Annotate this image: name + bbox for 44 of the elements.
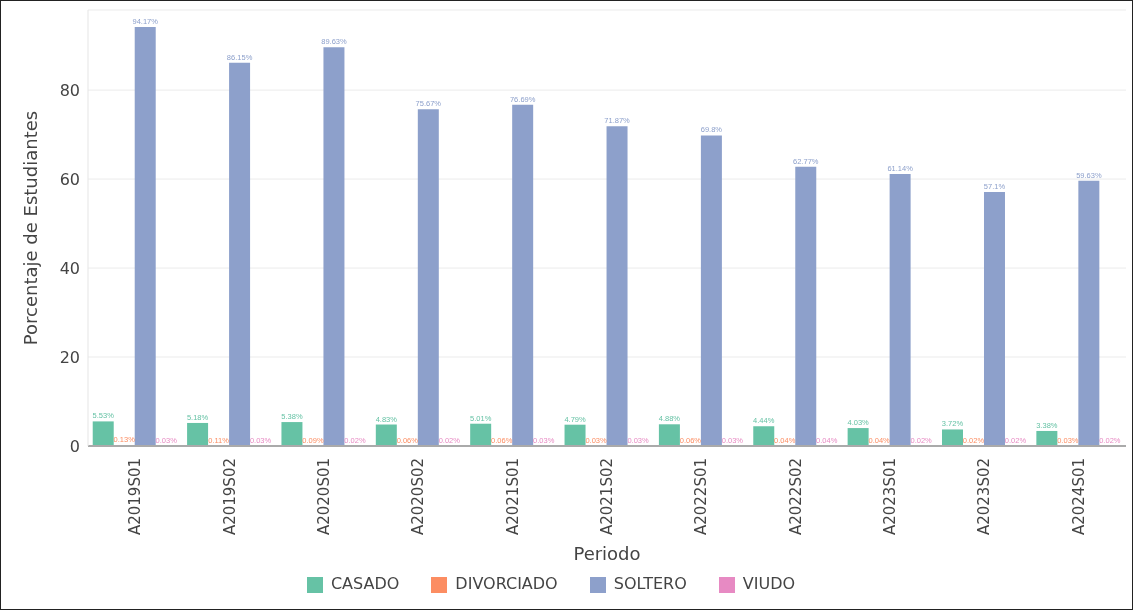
- bar: [606, 126, 628, 446]
- bar: [658, 424, 680, 446]
- legend-label: VIUDO: [742, 574, 796, 593]
- x-tick-label: A2019S01: [126, 458, 145, 536]
- bar: [795, 166, 817, 446]
- bar: [187, 422, 209, 446]
- y-tick-label: 20: [59, 347, 80, 367]
- x-axis-title: Periodo: [573, 543, 641, 564]
- bar: [753, 426, 775, 446]
- bar: [134, 27, 156, 446]
- bar: [889, 173, 911, 446]
- bar: [229, 62, 251, 446]
- x-tick-label: A2023S02: [975, 458, 994, 536]
- legend-label: CASADO: [330, 574, 400, 593]
- x-tick-label: A2023S01: [881, 458, 900, 536]
- x-tick-label: A2021S02: [598, 458, 616, 536]
- bar: [941, 429, 963, 446]
- bar: [1078, 180, 1100, 446]
- legend-label: DIVORCIADO: [455, 574, 558, 593]
- bar: [323, 47, 345, 446]
- bar: [847, 428, 869, 446]
- bar: [1036, 430, 1058, 446]
- bar: [92, 421, 114, 446]
- legend-label: SOLTERO: [613, 574, 687, 593]
- x-tick-label: A2019S02: [220, 458, 239, 536]
- x-tick-label: A2021S01: [503, 458, 522, 536]
- bar: [417, 109, 439, 446]
- bar: [564, 424, 586, 446]
- bar: [470, 423, 492, 446]
- y-tick-label: 40: [59, 258, 80, 278]
- y-tick-label: 80: [59, 80, 80, 100]
- bar: [700, 135, 722, 446]
- x-tick-label: A2022S01: [692, 458, 711, 536]
- bar: [983, 191, 1005, 446]
- y-tick-label: 60: [59, 169, 80, 189]
- bar: [281, 422, 303, 446]
- bar: [512, 104, 534, 446]
- x-tick-label: A2020S02: [409, 458, 428, 536]
- bar: [375, 424, 397, 446]
- x-tick-label: A2024S01: [1069, 458, 1088, 536]
- y-tick-label: 0: [69, 436, 80, 456]
- x-tick-label: A2020S01: [314, 458, 333, 536]
- y-axis-title: Porcentaje de Estudiantes: [19, 110, 41, 346]
- x-tick-label: A2022S02: [786, 458, 805, 536]
